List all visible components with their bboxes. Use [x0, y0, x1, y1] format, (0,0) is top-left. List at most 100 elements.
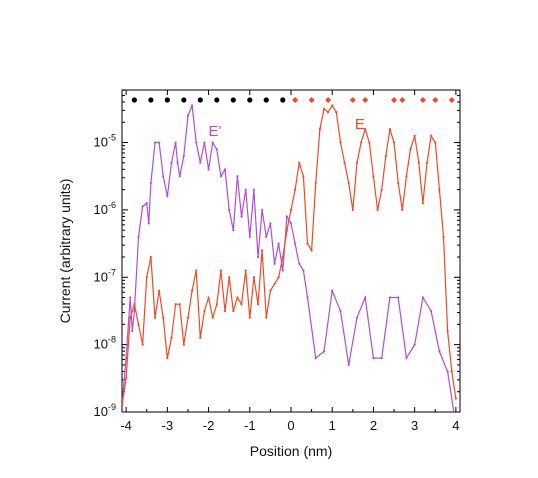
data-point-E — [269, 289, 272, 292]
y-tick-label: 10-7 — [94, 267, 116, 284]
data-point-E-prime — [273, 262, 276, 265]
data-point-E — [228, 276, 231, 279]
data-point-E-prime — [322, 350, 326, 353]
data-point-E-prime — [355, 316, 359, 319]
atom-marker-circle — [230, 97, 236, 103]
data-point-E-prime — [438, 350, 441, 353]
data-point-E-prime — [178, 175, 181, 178]
y-tick-exponent: -8 — [108, 335, 116, 345]
x-tick-label: 1 — [329, 418, 336, 433]
data-point-E-prime — [145, 202, 148, 205]
data-point-E — [450, 370, 453, 373]
data-point-E — [421, 202, 425, 205]
data-point-E-prime — [405, 357, 408, 360]
y-tick-label: 10-6 — [94, 200, 116, 217]
data-point-E — [174, 303, 177, 306]
atom-marker-circle — [247, 97, 253, 103]
data-point-E — [380, 188, 383, 191]
data-point-E — [368, 141, 371, 144]
data-point-E — [438, 188, 441, 191]
data-point-E — [195, 269, 198, 272]
y-tick-exponent: -5 — [108, 133, 116, 143]
data-point-E-prime — [203, 141, 206, 144]
data-point-E-prime — [228, 208, 231, 212]
data-point-E — [232, 309, 235, 313]
atom-marker-diamond — [448, 97, 455, 103]
data-point-E — [347, 181, 350, 185]
series-annotation-E: E — [355, 116, 365, 133]
data-point-E — [265, 316, 268, 319]
data-point-E — [141, 343, 144, 346]
data-point-E — [397, 181, 400, 185]
data-point-E — [409, 148, 412, 151]
atom-marker-circle — [197, 97, 203, 103]
data-point-E — [314, 181, 317, 185]
data-point-E — [326, 111, 330, 114]
series-E-prime — [122, 104, 455, 412]
data-point-E — [125, 377, 128, 380]
data-point-E-prime — [223, 168, 227, 171]
data-point-E-prime — [195, 141, 198, 144]
data-point-E-prime — [129, 296, 132, 299]
data-point-E — [351, 208, 354, 212]
data-point-E-prime — [215, 148, 218, 151]
data-point-E — [355, 161, 359, 164]
data-point-E — [199, 336, 202, 339]
data-point-E-prime — [289, 222, 293, 225]
data-point-E — [281, 255, 284, 259]
x-tick-label: -1 — [244, 418, 256, 433]
data-point-E-prime — [131, 330, 134, 333]
x-tick-label: -2 — [203, 418, 215, 433]
y-tick-exponent: -7 — [108, 267, 116, 277]
atom-marker-diamond — [399, 97, 406, 103]
series-E — [122, 104, 457, 407]
data-point-E — [261, 249, 264, 252]
x-tick-label: -4 — [120, 418, 132, 433]
data-point-E-prime — [174, 141, 177, 144]
atom-marker-diamond — [391, 97, 398, 103]
atom-marker-circle — [280, 97, 286, 103]
data-point-E — [240, 303, 243, 306]
series-line-E — [122, 104, 457, 406]
data-point-E-prime — [372, 357, 375, 360]
data-point-E-prime — [306, 296, 309, 299]
data-point-E-prime — [190, 104, 194, 107]
data-point-E — [190, 289, 194, 292]
atom-marker-circle — [181, 97, 187, 103]
data-point-E-prime — [157, 141, 161, 144]
atom-marker-diamond — [349, 97, 356, 103]
data-point-E-prime — [339, 309, 342, 313]
data-point-E — [149, 255, 152, 259]
data-point-E-prime — [446, 370, 449, 373]
data-point-E — [215, 303, 218, 306]
x-tick-label: 3 — [411, 418, 418, 433]
data-point-E-prime — [380, 357, 383, 360]
data-point-E — [223, 309, 227, 313]
data-point-E — [256, 303, 260, 306]
atom-marker-diamond — [292, 97, 299, 103]
data-point-E — [392, 141, 396, 144]
data-point-E — [182, 343, 185, 346]
data-point-E — [285, 229, 288, 232]
data-point-E-prime — [347, 363, 350, 366]
data-point-E-prime — [252, 188, 256, 191]
data-point-E-prime — [182, 154, 185, 158]
atom-marker-diamond — [362, 97, 369, 103]
data-point-E — [122, 404, 124, 407]
data-point-E-prime — [256, 255, 260, 259]
data-point-E-prime — [397, 296, 400, 299]
series-annotation-E-prime: E' — [209, 123, 222, 140]
data-point-E — [364, 127, 367, 131]
data-point-E — [454, 397, 457, 400]
data-point-E — [178, 303, 181, 306]
atom-marker-diamond — [308, 97, 315, 103]
atom-marker-circle — [263, 97, 269, 103]
data-point-E-prime — [199, 161, 202, 164]
data-point-E-prime — [430, 309, 433, 313]
data-point-E — [310, 249, 313, 252]
data-point-E — [335, 111, 338, 114]
data-point-E-prime — [331, 289, 334, 292]
atom-marker-circle — [164, 97, 170, 103]
data-point-E — [376, 208, 379, 212]
